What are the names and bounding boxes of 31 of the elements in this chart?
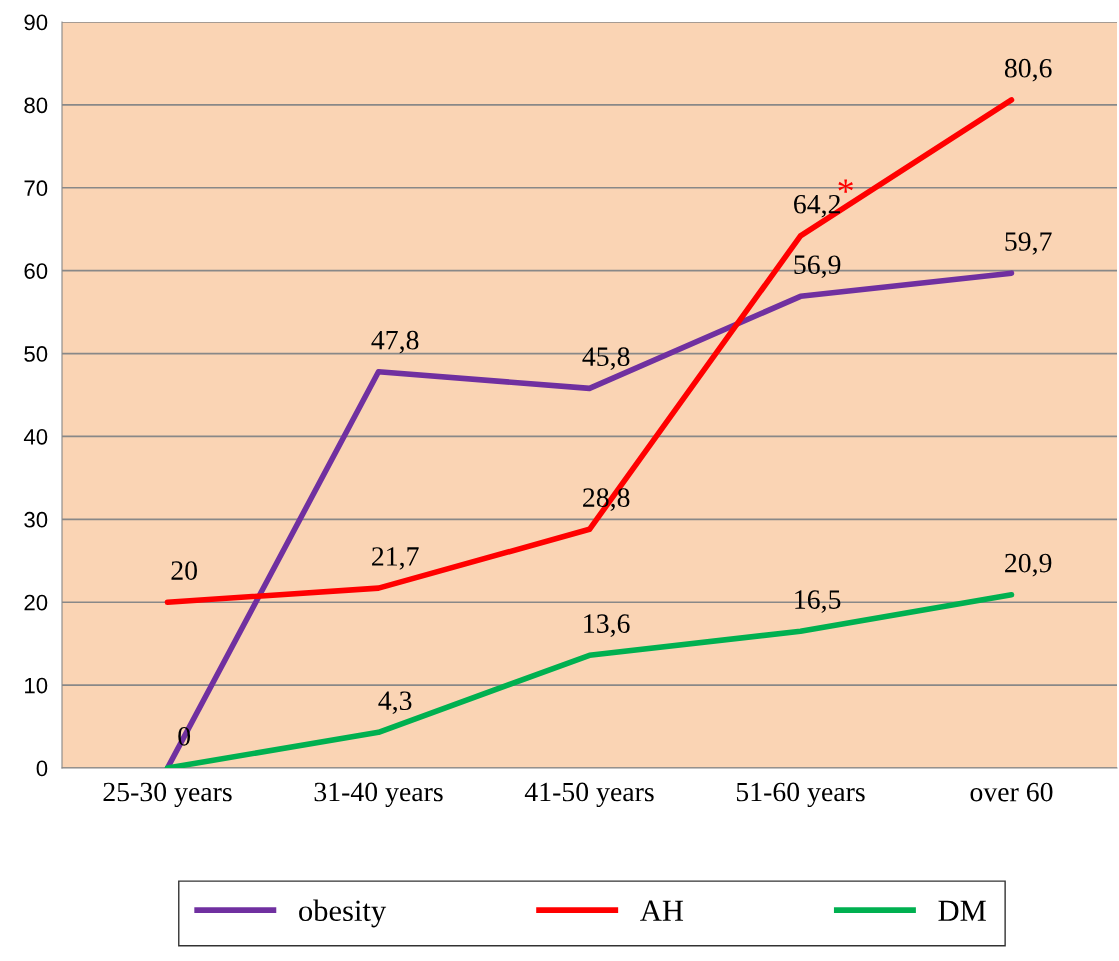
data-label: 16,5 — [795, 590, 841, 613]
y-tick-label: 90 — [24, 14, 48, 31]
data-label: 64,2 — [794, 194, 840, 218]
data-label: 80,6 — [1004, 58, 1052, 82]
y-tick-label: 40 — [23, 428, 48, 445]
x-tick-label: 51-60 years — [736, 782, 865, 808]
annotation: * — [838, 179, 853, 193]
data-label: 59,7 — [1005, 232, 1052, 255]
legend-label: DM — [938, 900, 986, 921]
y-tick-label: 0 — [36, 760, 48, 777]
data-label: 21,7 — [372, 547, 419, 570]
y-tick-label: 20 — [24, 594, 48, 611]
y-tick-label: 10 — [25, 677, 48, 694]
data-label: 20,9 — [1005, 553, 1052, 577]
x-tick-label: 41-50 years — [524, 782, 654, 808]
x-tick-label: over 60 — [970, 782, 1053, 802]
x-tick-label: 31-40 years — [314, 782, 443, 808]
legend-label: obesity — [299, 899, 387, 928]
data-label: 45,8 — [582, 347, 630, 371]
x-tick-label: 25-30 years — [103, 782, 232, 808]
y-tick-label: 30 — [24, 511, 48, 528]
legend-label: AH — [640, 900, 684, 921]
y-tick-label: 80 — [24, 97, 48, 114]
y-tick-label: 60 — [24, 263, 48, 279]
data-label: 47,8 — [371, 330, 419, 354]
data-label: 20 — [171, 561, 197, 580]
data-label: 56,9 — [794, 255, 841, 279]
y-tick-label: 70 — [24, 180, 48, 197]
y-tick-label: 50 — [24, 346, 48, 362]
data-label: 13,6 — [584, 614, 630, 637]
data-label: 4,3 — [378, 691, 412, 715]
